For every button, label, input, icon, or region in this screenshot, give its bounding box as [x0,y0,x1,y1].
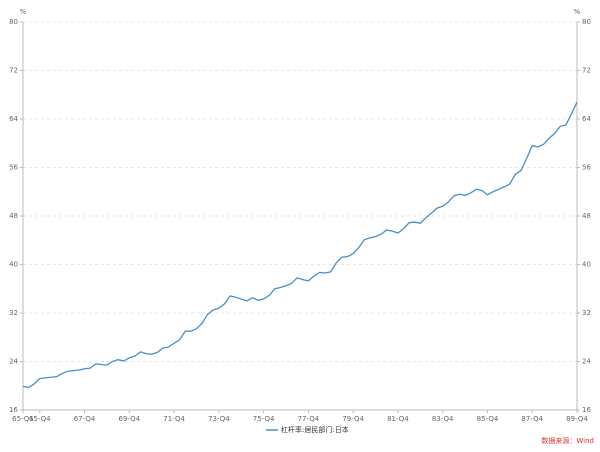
x-tick-label: 67-Q4 [74,415,96,423]
y-tick-label: 48 [9,212,18,220]
y-unit: % [20,8,27,16]
y2-tick-label: 48 [582,212,591,220]
x-tick-label: 89-Q4 [566,415,588,423]
x-tick-label: 65-Q4 [29,415,51,423]
x-tick-label: 81-Q4 [387,415,409,423]
y-tick-label: 64 [9,115,18,123]
y-tick-label: 56 [9,164,18,172]
x-tick-label: 87-Q4 [521,415,543,423]
y2-unit: % [574,8,581,16]
y2-tick-label: 72 [582,67,591,75]
y2-tick-label: 40 [582,261,591,269]
x-tick-label: 65-Q1 [12,415,34,423]
x-tick-label: 79-Q4 [342,415,364,423]
y-tick-label: 40 [9,261,18,269]
x-tick-label: 71-Q4 [163,415,185,423]
y2-tick-label: 16 [582,406,591,414]
y2-tick-label: 56 [582,164,591,172]
x-tick-label: 69-Q4 [118,415,140,423]
y2-tick-label: 80 [582,18,591,26]
x-tick-label: 73-Q4 [208,415,230,423]
y2-tick-label: 24 [582,358,591,366]
x-tick-label: 75-Q4 [253,415,275,423]
x-tick-label: 83-Q4 [432,415,454,423]
y-tick-label: 80 [9,18,18,26]
y-tick-label: 72 [9,67,18,75]
y-tick-label: 16 [9,406,18,414]
y2-tick-label: 64 [582,115,591,123]
legend-label: 杠杆率:居民部门:日本 [281,425,349,434]
line-series [22,101,578,389]
x-tick-label: 85-Q4 [477,415,499,423]
y-tick-label: 24 [9,358,18,366]
y-tick-label: 32 [9,309,18,317]
y2-tick-label: 32 [582,309,591,317]
source: 数据来源：Wind [541,436,594,445]
x-tick-label: 77-Q4 [298,415,320,423]
